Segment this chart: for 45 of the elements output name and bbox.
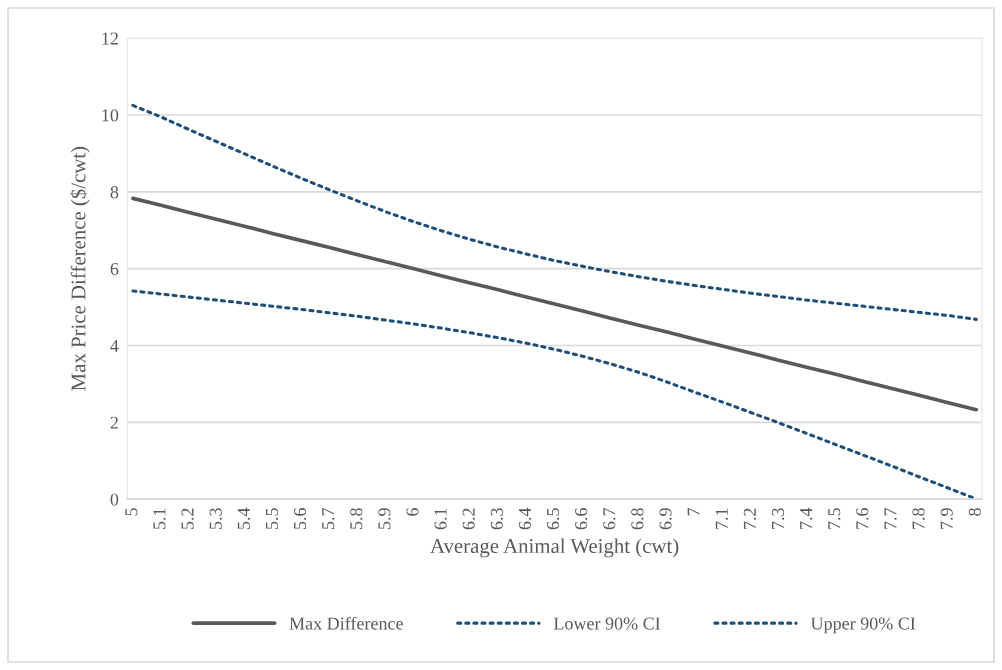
x-tick-label: 7.4 (800, 507, 813, 529)
y-axis-title: Max Price Difference ($/cwt) (70, 146, 90, 391)
x-tick-label: 5.3 (209, 508, 222, 529)
x-tick-label: 7.7 (884, 508, 897, 529)
x-tick-label: 7.6 (856, 508, 869, 529)
x-tick-label: 6.6 (575, 508, 588, 530)
x-tick-label: 7.3 (771, 508, 785, 529)
x-tick-label: 6.7 (603, 508, 616, 530)
y-tick-label: 0 (110, 493, 119, 506)
y-tick-label: 2 (110, 416, 118, 429)
x-tick-label: 6.2 (462, 508, 475, 530)
x-tick-label: 6.8 (631, 508, 644, 530)
x-axis-title: Average Animal Weight (cwt) (430, 538, 679, 558)
x-tick-label: 5.7 (322, 508, 335, 529)
legend-label: Max Difference (289, 616, 403, 630)
line-series (131, 103, 978, 321)
y-tick-label: 6 (110, 262, 119, 276)
x-tick-label: 5.4 (237, 507, 250, 529)
x-tick-label: 6 (406, 508, 419, 516)
x-tick-label: 7.2 (743, 508, 757, 529)
x-tick-label: 7.8 (912, 508, 925, 529)
x-tick-label: 5 (125, 508, 138, 516)
x-tick-label: 5.1 (153, 508, 166, 529)
x-tick-label: 7.5 (828, 508, 841, 529)
x-tick-label: 5.5 (265, 508, 279, 529)
x-tick-label: 6.5 (546, 508, 560, 530)
x-tick-label: 6.1 (434, 508, 447, 530)
x-tick-label: 5.6 (293, 508, 307, 529)
x-tick-label: 6.3 (490, 508, 503, 530)
x-tick-label: 7 (687, 508, 700, 516)
y-tick-label: 12 (102, 32, 118, 45)
x-tick-label: 5.8 (350, 508, 363, 529)
y-tick-label: 8 (110, 186, 119, 199)
y-tick-label: 4 (110, 339, 119, 352)
legend-label: Upper 90% CI (810, 617, 916, 634)
x-tick-label: 6.4 (518, 507, 532, 530)
y-tick-label: 10 (102, 109, 119, 122)
x-tick-label: 6.9 (659, 508, 672, 530)
line-series (131, 196, 979, 412)
x-tick-label: 5.9 (378, 508, 391, 529)
x-tick-label: 7.1 (715, 508, 728, 529)
x-tick-label: 8 (968, 508, 981, 516)
legend-label: Lower 90% CI (553, 617, 661, 630)
x-tick-label: 7.9 (940, 508, 953, 529)
x-tick-label: 5.2 (181, 508, 194, 529)
